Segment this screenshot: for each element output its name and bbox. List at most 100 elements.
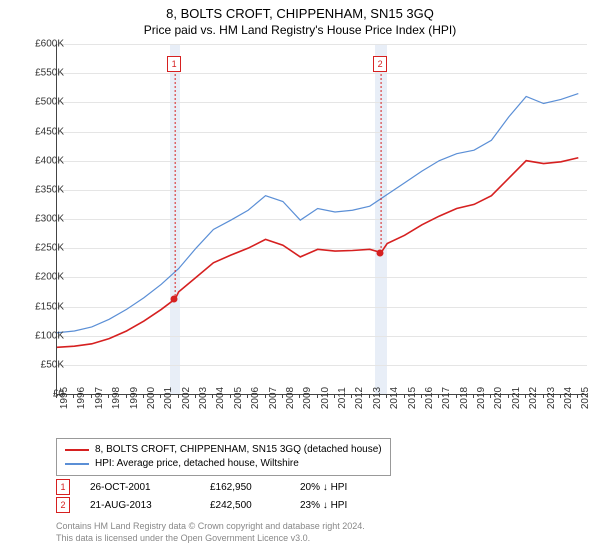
legend-swatch [65, 449, 89, 451]
tx-price: £162,950 [210, 482, 280, 493]
x-tick [212, 394, 213, 398]
legend-item: 8, BOLTS CROFT, CHIPPENHAM, SN15 3GQ (de… [65, 443, 382, 457]
x-tick [160, 394, 161, 398]
marker-label: 1 [167, 56, 181, 72]
x-tick [490, 394, 491, 398]
x-axis-label: 2004 [215, 387, 226, 409]
x-tick [438, 394, 439, 398]
x-tick [525, 394, 526, 398]
x-tick [334, 394, 335, 398]
tx-date: 21-AUG-2013 [90, 500, 190, 511]
x-axis-label: 2002 [181, 387, 192, 409]
x-axis-label: 2020 [493, 387, 504, 409]
x-axis-label: 2021 [511, 387, 522, 409]
x-tick [456, 394, 457, 398]
series-property [57, 158, 578, 348]
x-axis-label: 1995 [59, 387, 70, 409]
marker-label: 2 [373, 56, 387, 72]
x-tick [577, 394, 578, 398]
legend-item: HPI: Average price, detached house, Wilt… [65, 457, 382, 471]
x-tick [178, 394, 179, 398]
y-axis-label: £350K [14, 184, 64, 195]
x-tick [473, 394, 474, 398]
x-tick [508, 394, 509, 398]
footnote: Contains HM Land Registry data © Crown c… [56, 520, 365, 544]
x-axis-label: 2006 [250, 387, 261, 409]
x-tick [126, 394, 127, 398]
table-row: 1 26-OCT-2001 £162,950 20% ↓ HPI [56, 478, 380, 496]
x-axis-label: 2016 [424, 387, 435, 409]
tx-diff: 20% ↓ HPI [300, 482, 380, 493]
legend-label: 8, BOLTS CROFT, CHIPPENHAM, SN15 3GQ (de… [95, 443, 382, 457]
x-tick [108, 394, 109, 398]
x-axis-label: 2001 [163, 387, 174, 409]
x-axis-label: 2024 [563, 387, 574, 409]
x-axis-label: 2011 [337, 387, 348, 409]
chart-title: 8, BOLTS CROFT, CHIPPENHAM, SN15 3GQ [0, 0, 600, 21]
chart-container: 8, BOLTS CROFT, CHIPPENHAM, SN15 3GQ Pri… [0, 0, 600, 560]
y-axis-label: £300K [14, 214, 64, 225]
tx-price: £242,500 [210, 500, 280, 511]
legend-swatch [65, 463, 89, 465]
plot-area [56, 44, 587, 395]
x-tick [386, 394, 387, 398]
tx-id-badge: 2 [56, 497, 70, 513]
series-hpi [57, 94, 578, 333]
x-axis-label: 2009 [302, 387, 313, 409]
y-axis-label: £450K [14, 126, 64, 137]
tx-date: 26-OCT-2001 [90, 482, 190, 493]
tx-id-badge: 1 [56, 479, 70, 495]
x-tick [317, 394, 318, 398]
x-axis-label: 2022 [528, 387, 539, 409]
x-tick [560, 394, 561, 398]
data-point [171, 295, 178, 302]
x-tick [73, 394, 74, 398]
legend-label: HPI: Average price, detached house, Wilt… [95, 457, 299, 471]
x-tick [247, 394, 248, 398]
footnote-line: Contains HM Land Registry data © Crown c… [56, 520, 365, 532]
data-point [377, 249, 384, 256]
y-axis-label: £200K [14, 272, 64, 283]
y-axis-label: £100K [14, 330, 64, 341]
x-axis-label: 2018 [459, 387, 470, 409]
y-axis-label: £250K [14, 243, 64, 254]
x-tick [421, 394, 422, 398]
x-tick [369, 394, 370, 398]
x-tick [91, 394, 92, 398]
y-axis-label: £50K [14, 359, 64, 370]
x-axis-label: 2019 [476, 387, 487, 409]
x-axis-label: 2007 [268, 387, 279, 409]
x-tick [230, 394, 231, 398]
x-axis-label: 1998 [111, 387, 122, 409]
footnote-line: This data is licensed under the Open Gov… [56, 532, 365, 544]
x-axis-label: 2025 [580, 387, 591, 409]
x-tick [404, 394, 405, 398]
x-tick [56, 394, 57, 398]
x-axis-label: 2008 [285, 387, 296, 409]
legend: 8, BOLTS CROFT, CHIPPENHAM, SN15 3GQ (de… [56, 438, 391, 476]
x-tick [282, 394, 283, 398]
x-axis-label: 1997 [94, 387, 105, 409]
x-axis-label: 2012 [354, 387, 365, 409]
x-axis-label: 2005 [233, 387, 244, 409]
table-row: 2 21-AUG-2013 £242,500 23% ↓ HPI [56, 496, 380, 514]
y-axis-label: £600K [14, 39, 64, 50]
x-tick [265, 394, 266, 398]
x-axis-label: 2010 [320, 387, 331, 409]
y-axis-label: £400K [14, 155, 64, 166]
x-axis-label: 2015 [407, 387, 418, 409]
x-axis-label: 2014 [389, 387, 400, 409]
transaction-table: 1 26-OCT-2001 £162,950 20% ↓ HPI 2 21-AUG-201… [56, 478, 380, 514]
x-tick [543, 394, 544, 398]
x-tick [351, 394, 352, 398]
x-axis-label: 2023 [546, 387, 557, 409]
x-axis-label: 2013 [372, 387, 383, 409]
x-axis-label: 2017 [441, 387, 452, 409]
y-axis-label: £550K [14, 68, 64, 79]
x-tick [143, 394, 144, 398]
tx-diff: 23% ↓ HPI [300, 500, 380, 511]
x-tick [299, 394, 300, 398]
chart-svg [57, 44, 587, 394]
y-axis-label: £500K [14, 97, 64, 108]
y-axis-label: £150K [14, 301, 64, 312]
